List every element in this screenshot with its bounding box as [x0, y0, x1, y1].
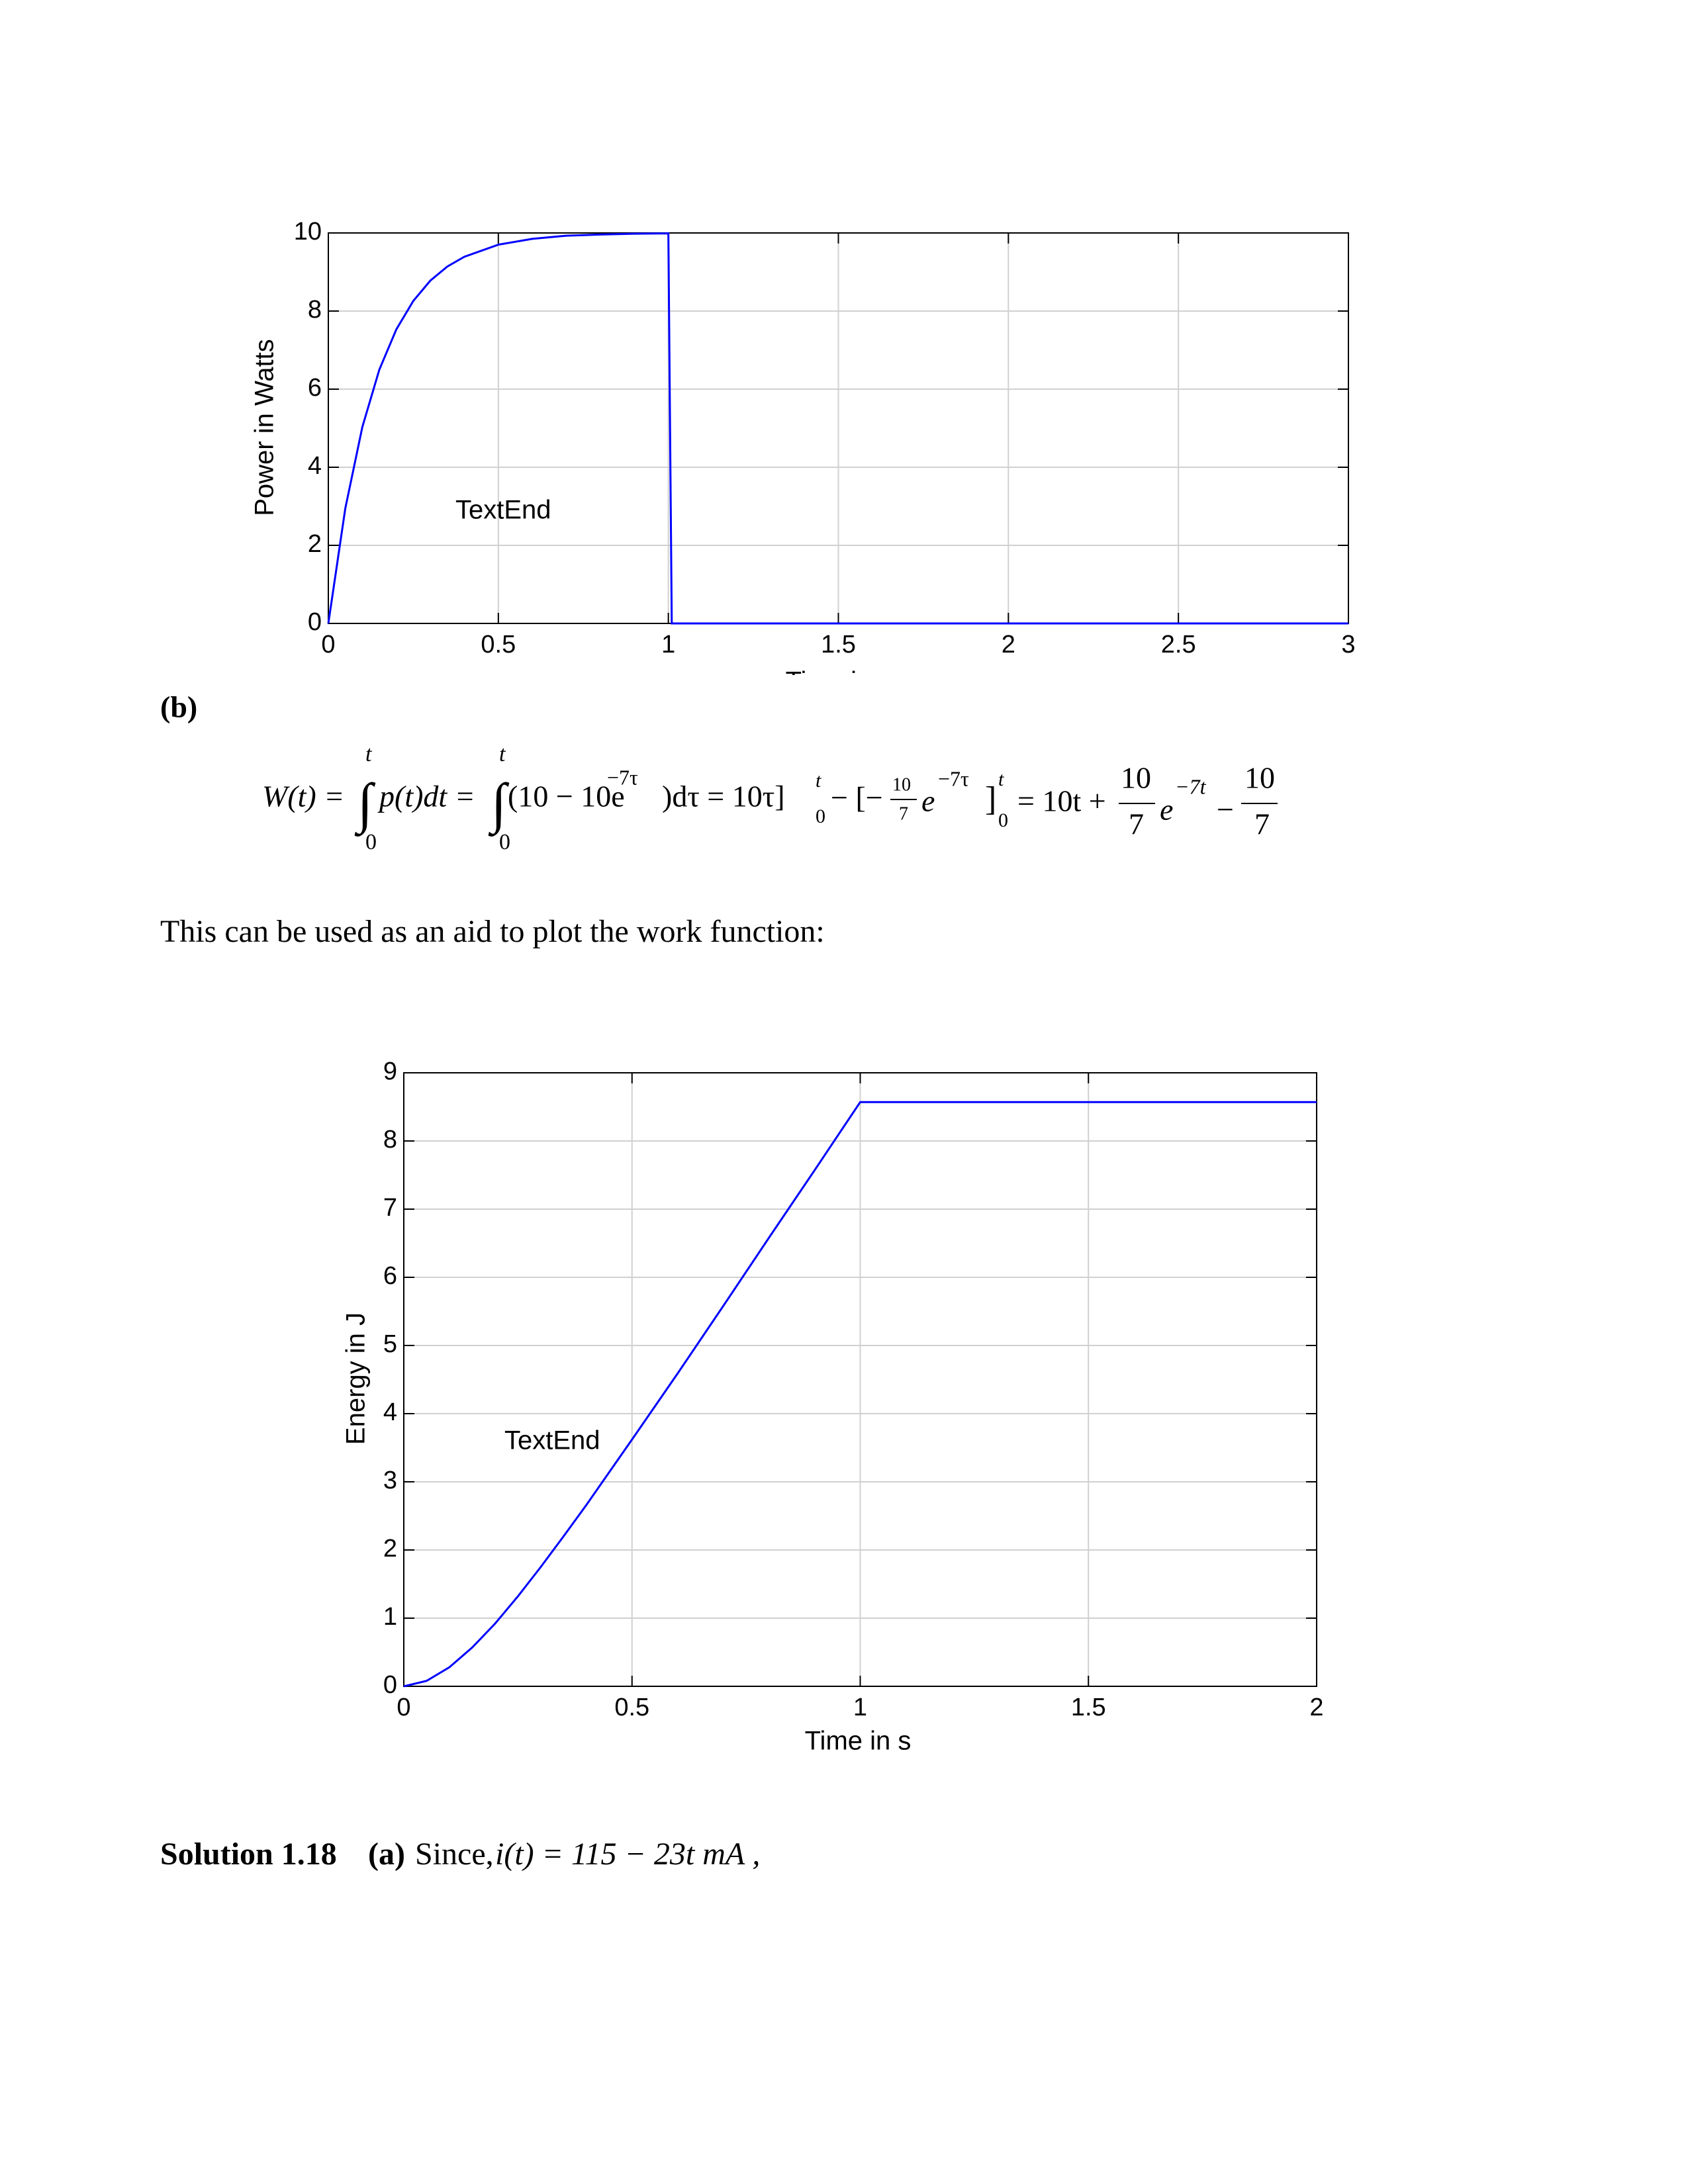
annotation: TextEnd [504, 1426, 600, 1455]
equation-part: 7 [899, 803, 908, 824]
y-tick-label: 3 [383, 1467, 397, 1494]
equation-part: t [499, 742, 506, 766]
equation-part: 10 [1121, 761, 1151, 795]
equation-part: 0 [816, 805, 825, 827]
paragraph: This can be used as an aid to plot the w… [160, 914, 825, 949]
equation-part: 0 [998, 809, 1008, 831]
x-tick-label: 3 [1341, 631, 1355, 659]
equation-part: ∫ [354, 772, 376, 837]
y-tick-label: 9 [383, 1058, 397, 1085]
x-tick-label: 1 [853, 1694, 867, 1721]
equation-part: 7 [1129, 807, 1144, 841]
y-tick-label: 5 [383, 1330, 397, 1358]
annotation: TextEnd [455, 496, 551, 525]
x-tick-label: 1 [661, 631, 675, 659]
equation-part: −7t [1175, 774, 1207, 798]
equation-part: e [921, 784, 935, 818]
data-line [327, 232, 1348, 625]
equation-part: = 10t + [1017, 784, 1106, 818]
y-tick-label: 4 [308, 452, 322, 480]
equation-part: 0 [499, 830, 510, 854]
x-tick-label: 0 [321, 631, 335, 659]
equation-part: t [816, 770, 821, 792]
equation-part: (10 − 10e [508, 780, 625, 813]
equation-part: 0 [365, 830, 377, 854]
solution-label: Solution 1.18 [160, 1837, 337, 1872]
x-axis-label: Time in s [786, 667, 892, 696]
y-tick-label: 0 [308, 608, 322, 636]
data-line [403, 1101, 1317, 1688]
equation-part: − [1217, 793, 1234, 827]
x-tick-label: 1.5 [1071, 1694, 1106, 1721]
equation-part: t [998, 768, 1004, 790]
equation-part: −7τ [607, 765, 638, 789]
plot-frame [403, 1072, 1317, 1687]
y-tick-label: 8 [308, 296, 322, 324]
equation-part: )dτ = 10τ] [662, 780, 785, 813]
x-tick-label: 2.5 [1161, 631, 1196, 659]
x-tick-label: 0.5 [614, 1694, 649, 1721]
equation-part: e [1160, 793, 1173, 827]
x-tick-label: 2 [1309, 1694, 1323, 1721]
solution-part: (a) [368, 1837, 405, 1872]
equation-part: − [− [831, 781, 883, 815]
equation-part: 10 [1244, 761, 1275, 795]
solution-formula: i(t) = 115 − 23t mA , [495, 1837, 760, 1872]
y-tick-label: 4 [383, 1398, 397, 1426]
equation-part: ∫ [488, 772, 510, 837]
solution-text: Since, [415, 1837, 494, 1872]
x-tick-label: 0 [397, 1694, 410, 1721]
equation-part: p(t)dt = [377, 780, 475, 813]
y-tick-label: 2 [383, 1535, 397, 1563]
equation-part: −7τ [938, 766, 969, 790]
y-tick-label: 6 [383, 1262, 397, 1290]
y-tick-label: 2 [308, 530, 322, 558]
y-axis-label: Power in Watts [250, 339, 279, 516]
y-tick-label: 0 [383, 1671, 397, 1699]
x-axis-label: Time in s [805, 1727, 912, 1756]
y-axis-label: Energy in J [342, 1312, 371, 1445]
equation-part: 10 [892, 774, 911, 795]
equation-part: t [365, 742, 373, 766]
x-tick-label: 1.5 [821, 631, 856, 659]
y-tick-label: 6 [308, 374, 322, 402]
equation-part: ] [985, 780, 996, 818]
y-tick-label: 8 [383, 1126, 397, 1154]
y-tick-label: 7 [383, 1194, 397, 1222]
section-label: (b) [160, 690, 197, 724]
y-tick-label: 1 [383, 1603, 397, 1631]
x-tick-label: 0.5 [481, 631, 516, 659]
y-tick-label: 10 [294, 218, 322, 246]
equation-part: 7 [1254, 807, 1270, 841]
equation-part: W(t) = [262, 780, 344, 813]
x-tick-label: 2 [1002, 631, 1015, 659]
